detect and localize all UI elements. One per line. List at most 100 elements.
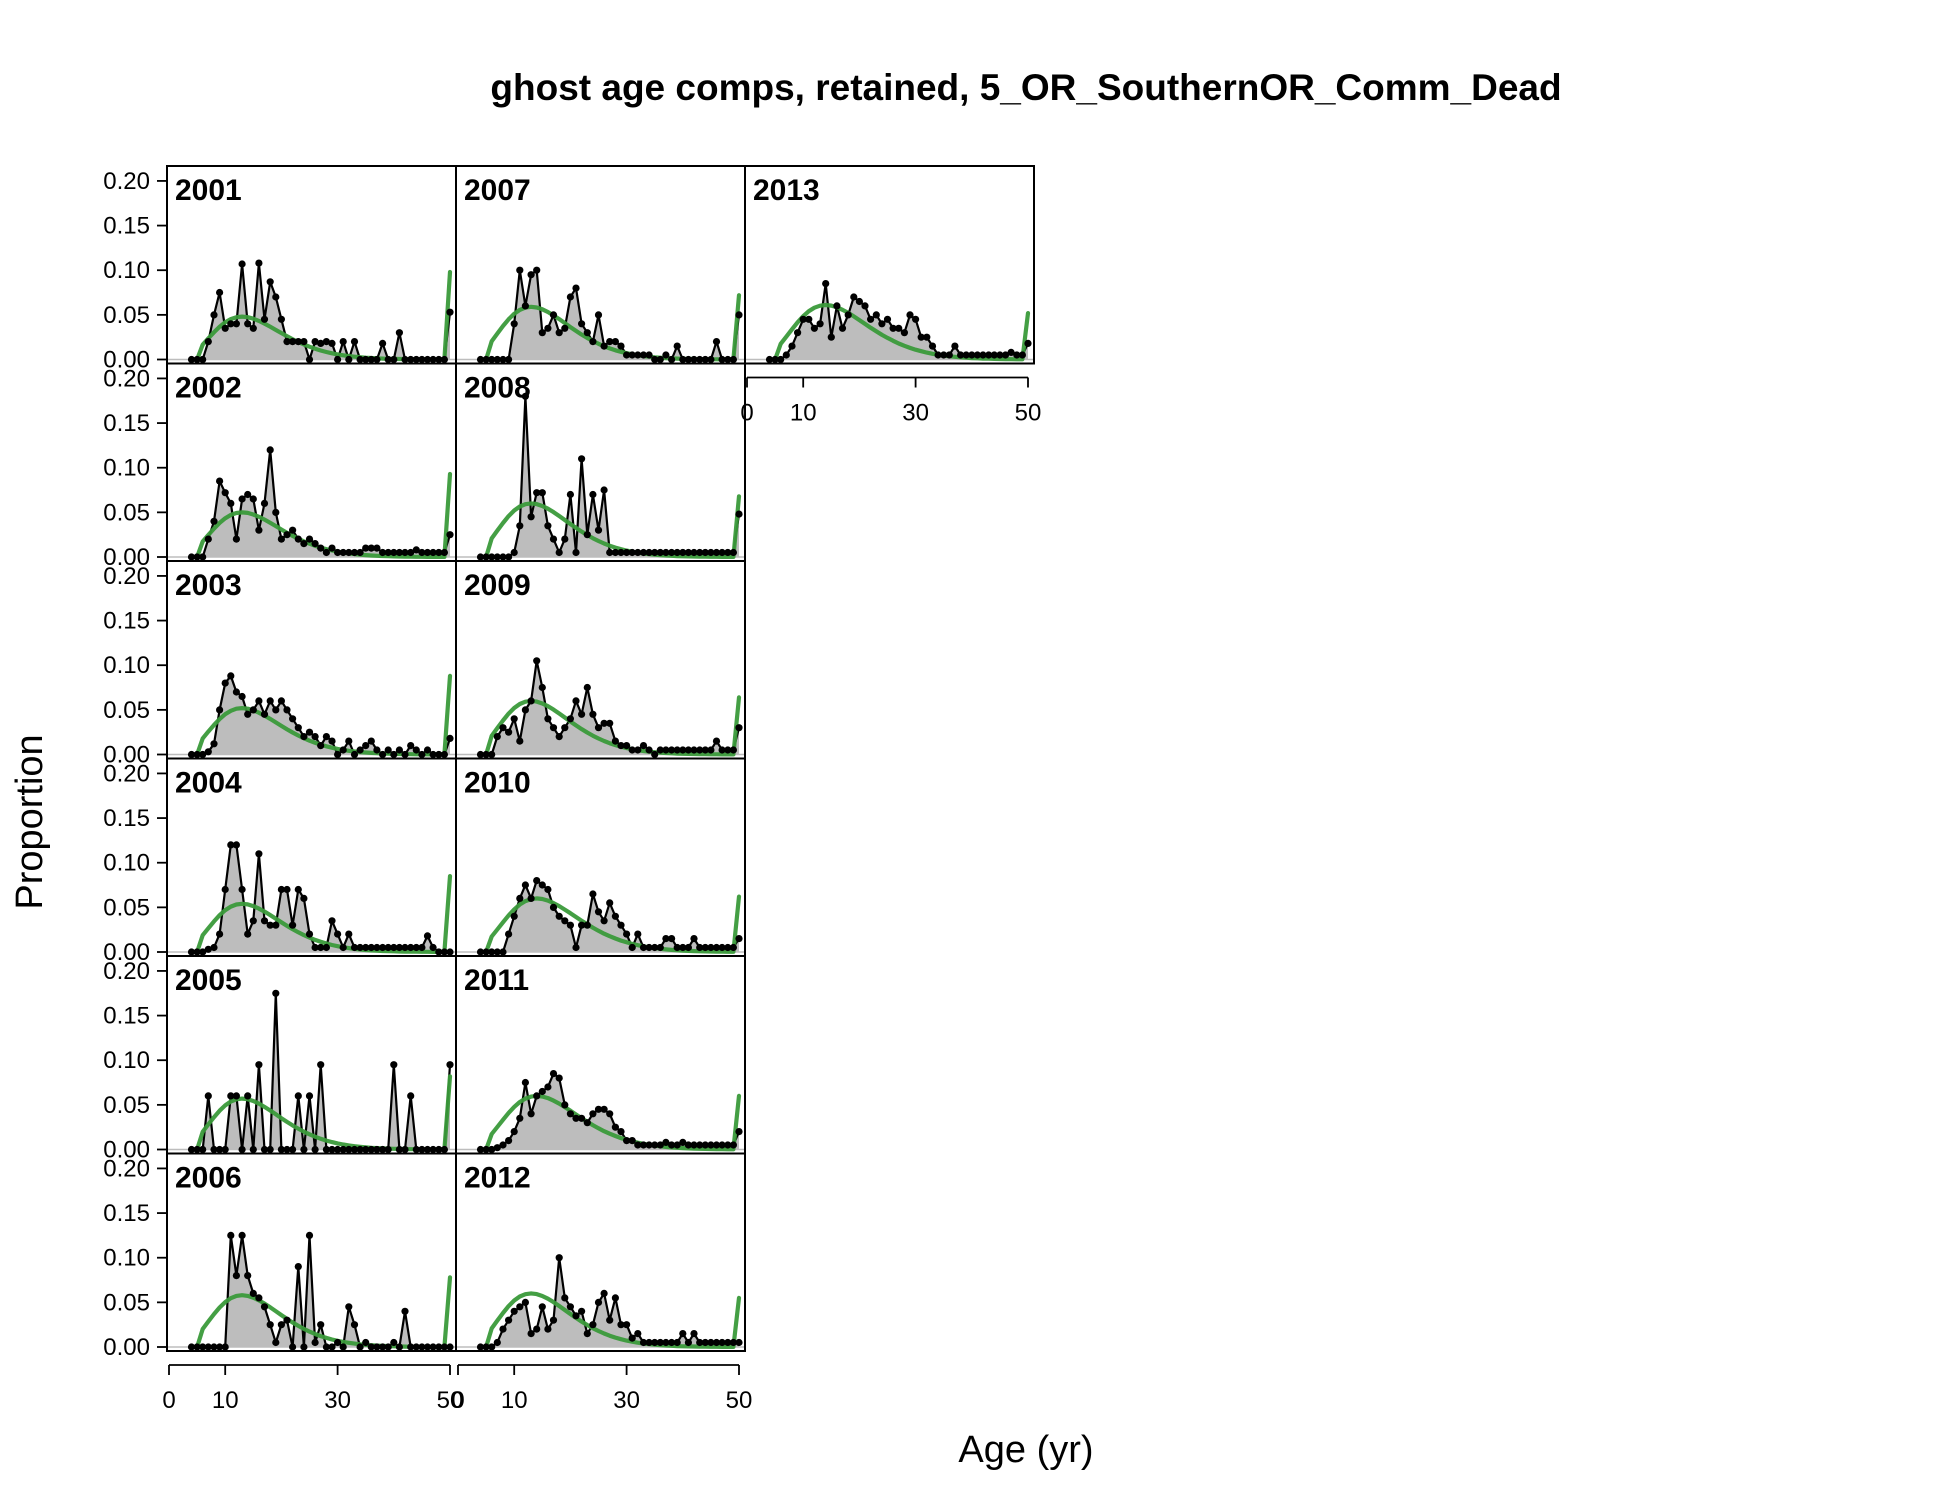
observed-point xyxy=(300,894,308,903)
observed-point xyxy=(861,302,869,310)
observed-point xyxy=(367,544,375,552)
observed-point xyxy=(328,1145,336,1154)
observed-point xyxy=(339,548,347,557)
observed-point xyxy=(373,943,381,952)
observed-point xyxy=(446,1061,454,1069)
panel-2007: 2007 xyxy=(455,165,746,365)
panel-year-label: 2002 xyxy=(175,372,242,405)
observed-point xyxy=(583,531,591,539)
observed-point xyxy=(990,351,998,359)
observed-point xyxy=(493,733,501,741)
y-tick-label: 0.10 xyxy=(103,455,150,482)
observed-point xyxy=(572,284,580,292)
observed-point xyxy=(712,548,721,557)
observed-point xyxy=(735,724,743,732)
observed-point xyxy=(516,894,524,903)
observed-point xyxy=(407,943,415,952)
expected-line xyxy=(478,695,742,757)
observed-point xyxy=(362,1338,370,1347)
observed-point xyxy=(505,1316,513,1324)
observed-point xyxy=(867,315,875,323)
observed-point xyxy=(317,544,325,552)
expected-line xyxy=(478,1093,742,1152)
observed-point xyxy=(628,1137,636,1145)
observed-point xyxy=(617,921,625,929)
observed-point xyxy=(227,672,235,680)
observed-point xyxy=(390,1061,398,1069)
observed-point xyxy=(696,1338,704,1347)
y-tick-label: 0.15 xyxy=(103,608,150,635)
observed-point xyxy=(232,688,240,696)
observed-point xyxy=(272,989,280,997)
observed-point xyxy=(606,1316,614,1324)
y-tick-label: 0.15 xyxy=(103,410,150,437)
observed-point xyxy=(645,746,653,754)
observed-point xyxy=(985,351,993,359)
observed-point xyxy=(429,548,437,557)
observed-line xyxy=(480,395,741,559)
y-tick-label: 0.00 xyxy=(103,347,150,374)
observed-point xyxy=(771,355,779,364)
observed-point xyxy=(418,355,426,364)
observed-point xyxy=(339,1145,347,1154)
observed-point xyxy=(651,1338,659,1347)
observed-point xyxy=(538,1087,546,1096)
observed-point xyxy=(294,1092,302,1100)
observed-point xyxy=(401,548,409,557)
observed-point xyxy=(317,1321,325,1329)
observed-point xyxy=(238,260,246,268)
observed-point xyxy=(328,1343,336,1351)
observed-point xyxy=(707,746,715,754)
x-tick-label: 0 xyxy=(740,400,753,427)
observed-point xyxy=(272,706,280,714)
observed-point xyxy=(334,355,342,364)
observed-point xyxy=(488,948,496,956)
observed-point xyxy=(476,948,485,956)
observed-point xyxy=(244,490,252,499)
observed-point xyxy=(578,921,586,929)
observed-point xyxy=(578,455,586,463)
observed-point xyxy=(555,548,563,557)
observed-point xyxy=(544,324,552,332)
observed-point xyxy=(260,499,269,507)
observed-point xyxy=(193,1145,201,1154)
observed-point xyxy=(855,297,864,306)
observed-point xyxy=(718,1141,726,1149)
x-tick-label: 50 xyxy=(437,1387,464,1414)
observed-point xyxy=(729,746,738,754)
observed-point xyxy=(690,1330,698,1338)
observed-point xyxy=(418,750,426,759)
observed-point xyxy=(317,943,325,952)
expected-line xyxy=(478,894,742,955)
observed-point xyxy=(328,917,336,925)
observed-point xyxy=(440,1145,448,1154)
observed-point xyxy=(957,351,965,359)
observed-point xyxy=(668,746,676,754)
observed-point xyxy=(390,1338,398,1347)
observed-point xyxy=(594,908,603,916)
panel-year-label: 2001 xyxy=(175,174,242,207)
observed-point xyxy=(249,495,257,503)
observed-point xyxy=(651,1141,659,1149)
x-tick-label: 10 xyxy=(501,1387,528,1414)
observed-area xyxy=(769,283,1028,360)
observed-point xyxy=(322,943,330,952)
observed-point xyxy=(765,355,774,364)
observed-point xyxy=(707,943,715,952)
observed-point xyxy=(272,293,280,301)
y-tick-label: 0.10 xyxy=(103,257,150,284)
observed-point xyxy=(499,1141,507,1149)
observed-point xyxy=(227,320,235,328)
observed-point xyxy=(572,548,580,557)
observed-point xyxy=(345,1145,353,1154)
observed-point xyxy=(594,724,603,732)
y-tick-label: 0.05 xyxy=(103,697,150,724)
observed-point xyxy=(476,1145,485,1154)
observed-point xyxy=(782,351,790,359)
observed-point xyxy=(1013,351,1021,359)
observed-point xyxy=(412,1343,420,1351)
observed-point xyxy=(440,750,448,759)
observed-point xyxy=(718,943,726,952)
observed-point xyxy=(712,737,721,745)
